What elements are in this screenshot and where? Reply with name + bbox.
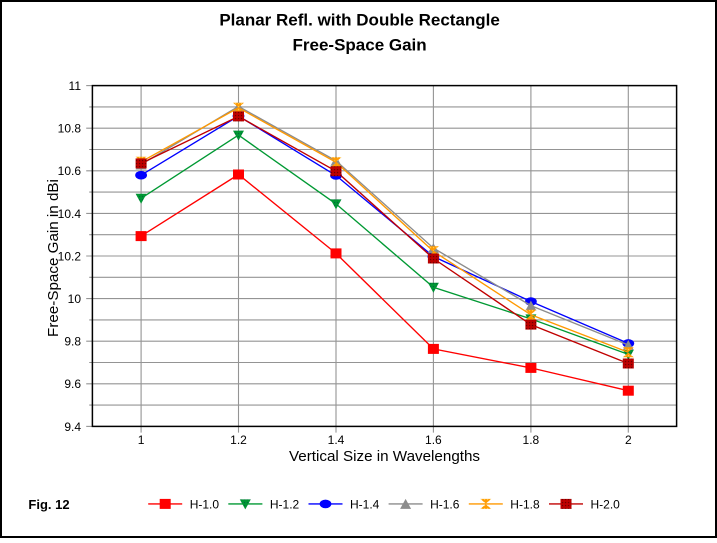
svg-text:1.8: 1.8	[523, 433, 540, 447]
svg-text:Vertical Size in Wavelengths: Vertical Size in Wavelengths	[289, 448, 480, 465]
svg-text:Planar Refl. with Double Recta: Planar Refl. with Double Rectangle	[219, 10, 500, 29]
svg-text:10.2: 10.2	[58, 249, 82, 263]
svg-text:9.4: 9.4	[64, 420, 81, 434]
svg-text:Free-Space Gain: Free-Space Gain	[293, 36, 427, 55]
svg-text:1: 1	[138, 433, 145, 447]
svg-text:1.2: 1.2	[230, 433, 247, 447]
svg-text:H-1.2: H-1.2	[270, 497, 300, 511]
svg-text:9.6: 9.6	[64, 377, 81, 391]
svg-text:H-1.8: H-1.8	[510, 497, 540, 511]
svg-text:H-1.0: H-1.0	[190, 497, 220, 511]
svg-text:1.4: 1.4	[328, 433, 345, 447]
svg-text:9.8: 9.8	[64, 335, 81, 349]
svg-text:H-1.6: H-1.6	[430, 497, 460, 511]
svg-text:H-1.4: H-1.4	[350, 497, 380, 511]
svg-text:Fig. 12: Fig. 12	[28, 497, 69, 512]
svg-text:Free-Space Gain in dBi: Free-Space Gain in dBi	[45, 179, 62, 337]
svg-text:10.4: 10.4	[58, 207, 82, 221]
svg-text:H-2.0: H-2.0	[591, 497, 621, 511]
svg-text:11: 11	[69, 79, 82, 93]
svg-text:10: 10	[68, 292, 82, 306]
svg-text:1.6: 1.6	[425, 433, 442, 447]
svg-text:10.6: 10.6	[58, 164, 82, 178]
svg-text:10.8: 10.8	[58, 122, 82, 136]
svg-text:2: 2	[625, 433, 632, 447]
